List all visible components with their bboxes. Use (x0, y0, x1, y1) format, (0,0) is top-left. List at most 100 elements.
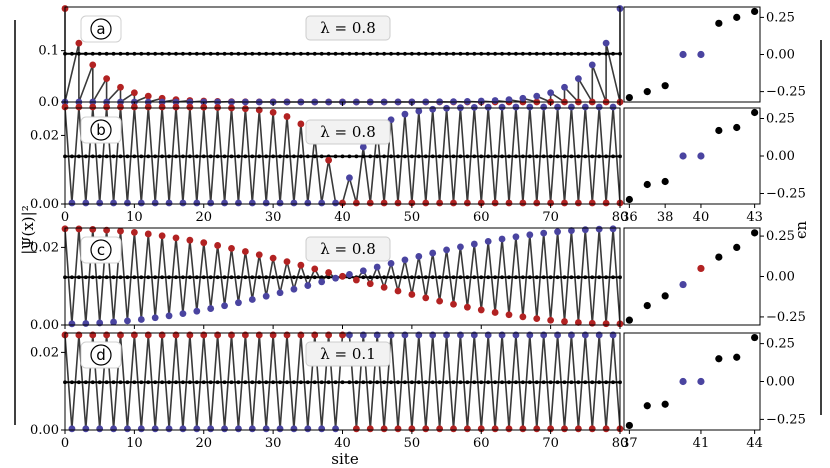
average-point (611, 154, 615, 159)
data-point-blue (332, 274, 339, 282)
average-point (520, 51, 525, 56)
average-point (83, 275, 88, 280)
data-point-red (352, 199, 360, 207)
data-point-red (602, 320, 610, 328)
average-point (264, 154, 269, 159)
data-point-blue (151, 314, 159, 322)
data-point-red (408, 199, 416, 207)
x-tick-label: 37 (621, 436, 638, 451)
average-point (451, 154, 456, 159)
spectrum-point-black (643, 88, 651, 96)
average-point (229, 380, 234, 385)
average-point (333, 51, 338, 56)
data-point-blue (179, 425, 187, 433)
data-point-blue (304, 425, 312, 433)
data-point-red (117, 83, 124, 91)
average-point (292, 51, 296, 56)
data-point-red (463, 425, 471, 433)
data-point-red (200, 103, 208, 111)
x-tick-label: 80 (612, 210, 629, 225)
panel-a: 0.0 0.1 λ = 0.8 a (38, 5, 624, 110)
x-tick-label: 20 (195, 436, 212, 451)
data-point-red (172, 103, 180, 111)
average-point (167, 275, 171, 280)
average-point (430, 275, 435, 280)
right-axis-label: ϵn (792, 221, 810, 239)
data-point-red (436, 199, 444, 207)
average-point (534, 380, 539, 385)
data-point-blue (304, 282, 312, 289)
data-point-red (214, 242, 222, 249)
average-point (396, 51, 400, 56)
lambda-label-box (305, 119, 391, 145)
average-point (340, 154, 345, 159)
data-point-blue (588, 61, 596, 69)
data-point-red (491, 425, 499, 433)
average-point (83, 51, 88, 56)
x-tick-label: 70 (542, 210, 559, 225)
average-point (479, 380, 484, 385)
x-tick-label: 43 (746, 210, 763, 225)
average-point (451, 380, 456, 385)
average-point (174, 275, 178, 280)
average-point (583, 275, 588, 280)
average-point (389, 275, 393, 280)
average-point (555, 380, 560, 385)
average-point (590, 275, 595, 280)
data-point-red (366, 280, 374, 288)
average-point (416, 154, 421, 159)
average-point (285, 154, 289, 159)
average-point (375, 380, 380, 385)
average-point (271, 380, 276, 385)
average-point (368, 51, 373, 56)
average-point (569, 51, 574, 56)
y-axis-label: |Ψ(x)|² (19, 205, 37, 254)
average-point (604, 380, 609, 385)
average-point (243, 380, 248, 385)
average-point (97, 51, 102, 56)
average-point (597, 275, 602, 280)
data-point-blue (457, 243, 464, 251)
average-point (305, 154, 310, 159)
data-point-blue (484, 238, 492, 245)
lambda-label-box (305, 341, 391, 367)
average-point (97, 380, 102, 385)
average-point (437, 275, 442, 280)
data-point-blue (235, 299, 242, 307)
average-point (229, 275, 234, 280)
average-point (430, 380, 435, 385)
data-point-blue (387, 260, 395, 267)
y-tick-label: 0.02 (30, 345, 59, 360)
average-point (146, 380, 151, 385)
average-point (507, 154, 511, 159)
spectrum-point-black (625, 93, 633, 102)
lambda-label: λ = 0.8 (320, 240, 375, 258)
average-point (104, 51, 109, 56)
data-point-red (380, 284, 388, 291)
average-point (382, 380, 387, 385)
average-point (396, 275, 400, 280)
data-point-blue (276, 425, 284, 433)
data-point-blue (429, 105, 437, 113)
data-point-blue (359, 143, 367, 151)
average-point (354, 380, 359, 385)
average-point (514, 380, 518, 385)
data-point-blue (318, 278, 326, 286)
data-point-blue (470, 240, 478, 248)
y-tick-label: 0.25 (766, 337, 795, 352)
data-point-red (422, 294, 430, 302)
data-point-blue (235, 199, 242, 207)
average-point (423, 275, 428, 280)
average-point (222, 275, 227, 280)
average-point (208, 154, 213, 159)
data-point-blue (207, 425, 215, 433)
average-point (382, 275, 387, 280)
average-point (146, 51, 151, 56)
average-point (375, 51, 380, 56)
average-point (153, 275, 158, 280)
average-point (604, 154, 609, 159)
average-point (479, 51, 484, 56)
average-point (285, 275, 289, 280)
spectrum-point-black (751, 108, 759, 117)
data-point-red (200, 239, 208, 247)
